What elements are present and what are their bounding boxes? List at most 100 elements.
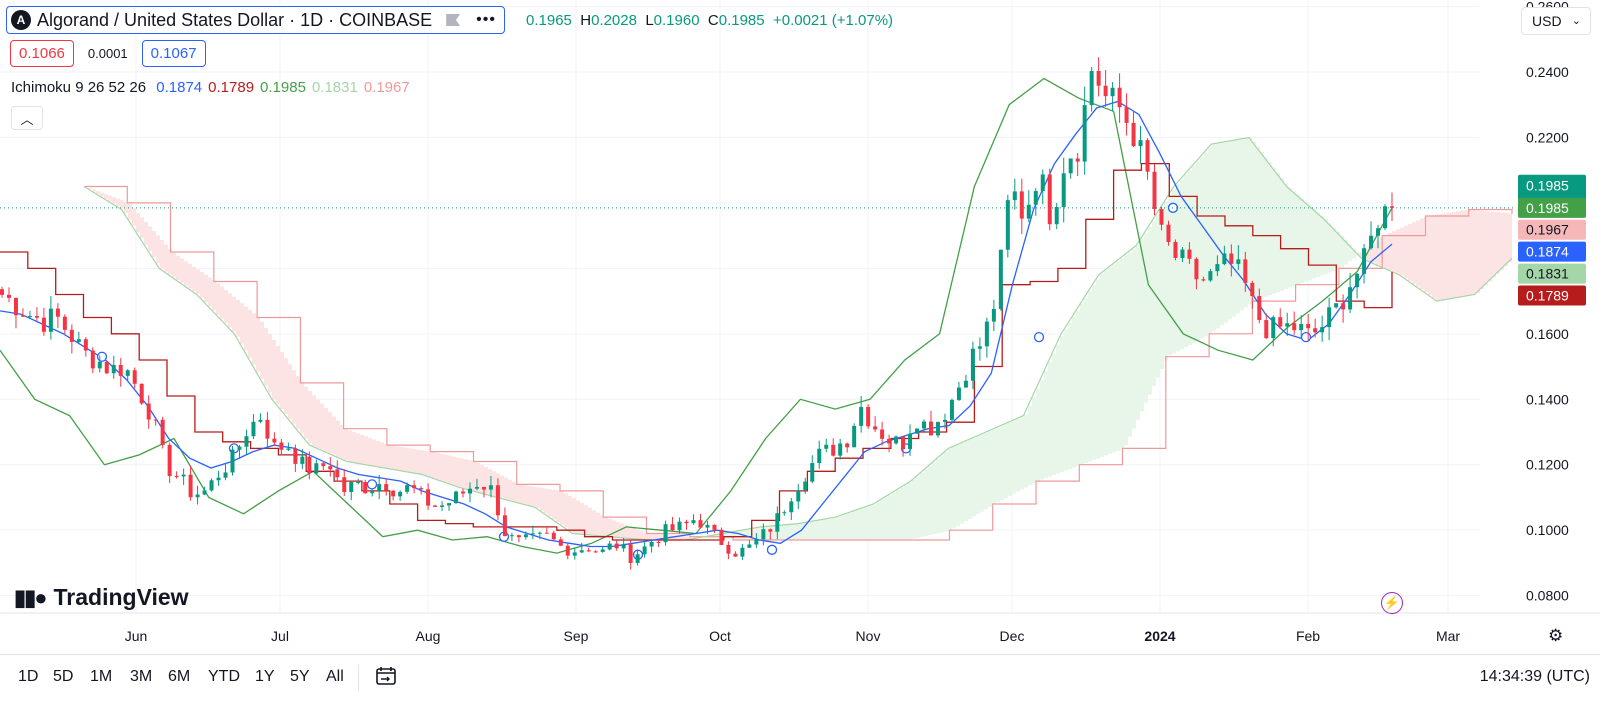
candle-body — [1041, 174, 1045, 191]
candle-body — [426, 489, 430, 505]
cloud-fill — [240, 303, 244, 343]
price-chart[interactable]: 0.08000.10000.12000.14000.16000.18000.20… — [0, 0, 1600, 654]
cloud-fill — [484, 467, 488, 494]
cloud-fill — [340, 425, 344, 459]
candle-body — [1069, 158, 1073, 173]
timeframe-5y[interactable]: 5Y — [290, 668, 310, 686]
cloud-fill — [428, 451, 432, 476]
cloud-fill — [944, 452, 948, 531]
candle-body — [810, 463, 814, 482]
gear-icon[interactable]: ⚙ — [1548, 626, 1563, 646]
sell-button[interactable]: 0.1066 — [10, 40, 74, 67]
ellipsis-icon[interactable]: ••• — [476, 11, 496, 29]
flag-icon[interactable] — [446, 14, 460, 26]
candle-body — [782, 512, 786, 513]
candle-body — [342, 477, 346, 492]
utc-clock[interactable]: 14:34:39 (UTC) — [1480, 668, 1590, 686]
cloud-fill — [228, 293, 232, 327]
cloud-fill — [1468, 210, 1472, 296]
cloud-fill — [140, 217, 144, 238]
timeframe-3m[interactable]: 3M — [130, 668, 152, 686]
cloud-fill — [1064, 329, 1068, 470]
candle-body — [1013, 191, 1017, 200]
candle-body — [175, 476, 179, 477]
collapse-legend-button[interactable]: ︿ — [11, 106, 43, 130]
cloud-fill — [848, 513, 852, 540]
candle-body — [84, 339, 88, 350]
cloud-fill — [252, 313, 256, 364]
cloud-fill — [332, 416, 336, 454]
cloud-fill — [436, 453, 440, 479]
candle-body — [1376, 228, 1380, 236]
cloud-fill — [1224, 142, 1228, 323]
candle-body — [293, 448, 297, 463]
price-tick-label: 0.1600 — [1526, 326, 1569, 342]
candle-body — [692, 520, 696, 523]
timeframe-ytd[interactable]: YTD — [208, 668, 240, 686]
cloud-fill — [524, 485, 528, 504]
cloud-fill — [596, 513, 600, 536]
cloud-fill — [288, 364, 292, 419]
candle-body — [775, 513, 779, 531]
cloud-fill — [164, 245, 168, 272]
cloud-fill — [384, 444, 388, 468]
cloud-fill — [872, 504, 876, 540]
timeframe-all[interactable]: All — [326, 668, 344, 686]
currency-select[interactable]: USD ⌄ — [1521, 7, 1591, 35]
cloud-fill — [968, 440, 972, 519]
candle-body — [1062, 173, 1066, 207]
cloud-fill — [292, 370, 296, 424]
candle-body — [950, 400, 954, 420]
cloud-fill — [896, 490, 900, 540]
buy-button[interactable]: 0.1067 — [142, 40, 206, 67]
cloud-fill — [1168, 196, 1172, 356]
cloud-fill — [1016, 419, 1020, 492]
calendar-goto-icon[interactable] — [375, 665, 397, 687]
candle-body — [531, 533, 535, 534]
cloud-fill — [188, 264, 192, 289]
cloud-fill — [224, 290, 228, 323]
price-tick-label: 0.1400 — [1526, 391, 1569, 407]
cloud-fill — [1232, 140, 1236, 316]
flash-icon[interactable]: ⚡ — [1381, 592, 1403, 614]
conversion-label: 0.1874 — [1526, 244, 1569, 260]
candle-body — [447, 503, 451, 505]
cloud-fill — [264, 328, 268, 386]
candle-body — [1034, 191, 1038, 205]
cloud-fill — [840, 516, 844, 540]
cloud-fill — [892, 493, 896, 540]
candle-body — [510, 535, 514, 536]
cloud-fill — [580, 503, 584, 534]
cloud-fill — [980, 435, 984, 512]
candle-body — [671, 524, 675, 530]
cloud-fill — [1252, 141, 1256, 301]
indicator-value: 0.1967 — [364, 79, 410, 96]
cloud-fill — [540, 488, 544, 511]
cloud-fill — [864, 507, 868, 540]
candle-body — [985, 322, 989, 347]
timeframe-1d[interactable]: 1D — [18, 668, 38, 686]
timeframe-5d[interactable]: 5D — [53, 668, 73, 686]
cloud-fill — [1200, 157, 1204, 339]
candle-body — [545, 533, 549, 534]
cloud-fill — [1416, 220, 1420, 286]
candle-body — [35, 316, 39, 318]
candle-body — [1264, 320, 1268, 338]
candle-body — [70, 330, 74, 342]
cloud-fill — [152, 231, 156, 257]
cloud-fill — [1460, 211, 1464, 297]
symbol-title-box[interactable]: A Algorand / United States Dollar · 1D ·… — [6, 6, 505, 34]
timeframe-6m[interactable]: 6M — [168, 668, 190, 686]
candle-body — [154, 420, 158, 421]
candle-body — [845, 444, 849, 448]
candle-body — [196, 495, 200, 498]
timeframe-1m[interactable]: 1M — [90, 668, 112, 686]
cloud-fill — [824, 519, 828, 540]
time-tick-label: Jul — [271, 628, 289, 644]
timeframe-1y[interactable]: 1Y — [255, 668, 275, 686]
cloud-fill — [108, 196, 112, 202]
cloud-fill — [324, 408, 328, 451]
candle-body — [1153, 172, 1157, 209]
candle-body — [258, 420, 262, 422]
